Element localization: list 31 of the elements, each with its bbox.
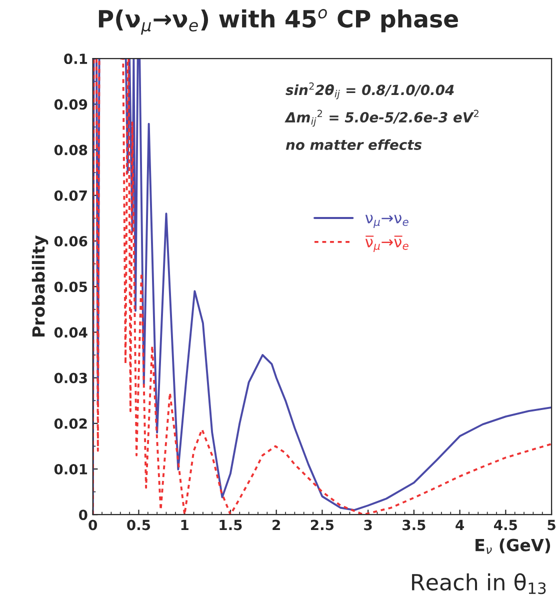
y-tick-label: 0.1 bbox=[64, 54, 88, 64]
y-tick-label: 0.05 bbox=[54, 282, 88, 292]
y-tick-label: 0.09 bbox=[54, 99, 88, 110]
y-tick-label: 0.06 bbox=[54, 236, 88, 246]
annotation: no matter effects bbox=[286, 139, 422, 150]
legend-label: ν$_{μ}$→ν$_{e}$ bbox=[365, 214, 408, 228]
y-tick-label: 0.02 bbox=[54, 418, 87, 429]
y-tick-label: 0.07 bbox=[54, 190, 87, 201]
y-tick-label: 0.03 bbox=[54, 372, 87, 384]
x-tick-label: 3 bbox=[364, 520, 372, 530]
x-tick-label: 0.5 bbox=[127, 520, 150, 530]
y-tick-label: 0.01 bbox=[54, 464, 88, 474]
y-tick-label: 0.04 bbox=[54, 327, 88, 338]
x-tick-label: 2 bbox=[272, 520, 280, 530]
annotation: sin$^{2}$2θ$_{ij}$ = 0.8/1.0/0.04 bbox=[286, 82, 454, 100]
x-axis-title: E$_{ν}$ (GeV) bbox=[476, 538, 550, 554]
x-tick-label: 2.5 bbox=[311, 520, 334, 530]
x-tick-label: 1 bbox=[181, 520, 188, 530]
x-tick-label: 0 bbox=[88, 520, 98, 530]
annotation: Δm$_{ij}$$^{2}$ = 5.0e-5/2.6e-3 eV$^{2}$ bbox=[284, 110, 478, 127]
x-tick-label: 5 bbox=[548, 520, 556, 530]
y-tick-label: 0.08 bbox=[54, 144, 88, 156]
text: Reach in θ$_{13}$ bbox=[412, 573, 546, 594]
x-tick-label: 3.5 bbox=[402, 520, 426, 530]
chart-title: P(ν$_{μ}$→ν$_{e}$) with 45$^{o}$ CP phase bbox=[98, 9, 458, 35]
x-tick-label: 1.5 bbox=[220, 520, 242, 530]
y-tick-label: 0 bbox=[78, 510, 88, 520]
x-tick-label: 4 bbox=[456, 520, 464, 530]
y-axis-title: Probability bbox=[32, 235, 48, 337]
legend-label: ν̅$_{μ}$→ν̅$_{e}$ bbox=[365, 236, 408, 252]
x-tick-label: 4.5 bbox=[494, 520, 518, 530]
